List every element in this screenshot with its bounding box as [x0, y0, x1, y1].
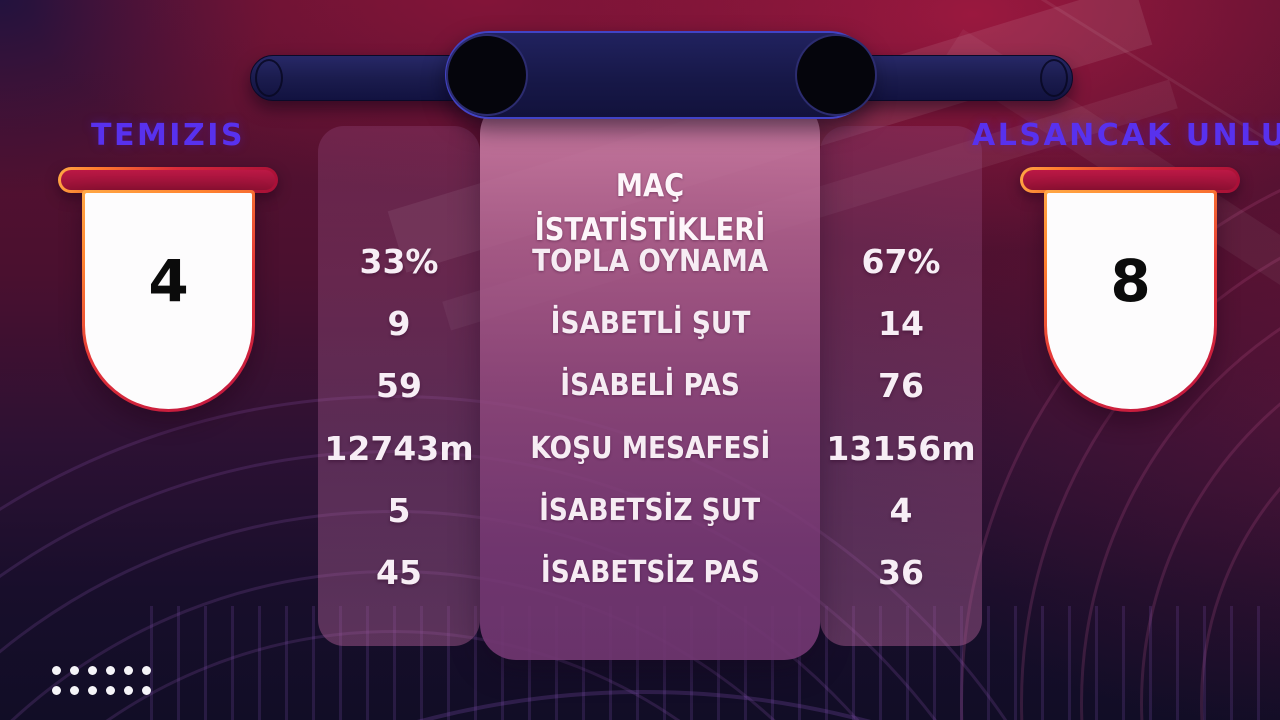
home-team-name: TEMIZIS: [91, 118, 245, 153]
dot: [88, 666, 97, 675]
home-stats-column: [318, 126, 480, 646]
away-flag-bar: [1020, 167, 1240, 193]
dot: [52, 686, 61, 695]
dot: [70, 686, 79, 695]
scroll-roller-right: [795, 34, 877, 116]
away-stat-value: 13156m: [826, 429, 976, 468]
scroll-roller-left: [446, 34, 528, 116]
away-team-name: ALSANCAK UNLU: [972, 118, 1280, 153]
away-stats-column: [820, 126, 982, 646]
rod-cap-right: [1040, 59, 1068, 97]
dot: [124, 666, 133, 675]
home-flag-bar: [58, 167, 278, 193]
home-stat-value: 33%: [359, 242, 439, 281]
stat-row-shots-off-target: 5 İSABETSİZ ŞUT 4: [318, 490, 982, 532]
dot: [106, 666, 115, 675]
rod-cap-left: [255, 59, 283, 97]
stat-label: İSABETSİZ ŞUT: [539, 493, 761, 528]
away-stat-value: 4: [889, 491, 913, 530]
stat-row-shots-on-target: 9 İSABETLİ ŞUT 14: [318, 303, 982, 345]
stat-label: TOPLA OYNAMA: [531, 244, 769, 279]
home-stat-value: 5: [387, 491, 411, 530]
stat-label: İSABETSİZ PAS: [540, 555, 760, 590]
away-pennant-fill: 8: [1047, 193, 1214, 409]
stat-label: KOŞU MESAFESİ: [529, 431, 771, 466]
dot: [124, 686, 133, 695]
home-flag-bar-fill: [61, 170, 275, 190]
home-stat-value: 59: [376, 366, 422, 405]
away-stat-value: 36: [878, 553, 924, 592]
dot: [142, 666, 151, 675]
dot: [88, 686, 97, 695]
stats-title-text: MAÇ İSTATİSTİKLERİ: [534, 168, 766, 248]
stat-row-accurate-passes: 59 İSABELİ PAS 76: [318, 365, 982, 407]
away-stat-value: 14: [878, 304, 924, 343]
away-stat-value: 76: [878, 366, 924, 405]
home-pennant-fill: 4: [85, 193, 252, 409]
dots-grid-handle-icon[interactable]: [52, 666, 151, 695]
home-score: 4: [148, 247, 189, 315]
dot: [142, 686, 151, 695]
away-score: 8: [1110, 247, 1151, 315]
away-stat-value: 67%: [861, 242, 941, 281]
stat-row-possession: 33% TOPLA OYNAMA 67%: [318, 241, 982, 283]
stats-title: MAÇ İSTATİSTİKLERİ: [480, 164, 820, 248]
track-arc: [0, 690, 1280, 720]
stat-label: İSABELİ PAS: [560, 368, 740, 403]
stat-label: İSABETLİ ŞUT: [550, 306, 750, 341]
dot: [106, 686, 115, 695]
away-score-pennant: 8: [1044, 190, 1217, 412]
home-score-pennant: 4: [82, 190, 255, 412]
stat-row-distance: 12743m KOŞU MESAFESİ 13156m: [318, 428, 982, 470]
home-stat-value: 12743m: [324, 429, 474, 468]
away-flag-bar-fill: [1023, 170, 1237, 190]
dot: [52, 666, 61, 675]
home-stat-value: 9: [387, 304, 411, 343]
home-stat-value: 45: [376, 553, 422, 592]
stats-panel: [480, 98, 820, 660]
stat-row-inaccurate-passes: 45 İSABETSİZ PAS 36: [318, 552, 982, 594]
dot: [70, 666, 79, 675]
